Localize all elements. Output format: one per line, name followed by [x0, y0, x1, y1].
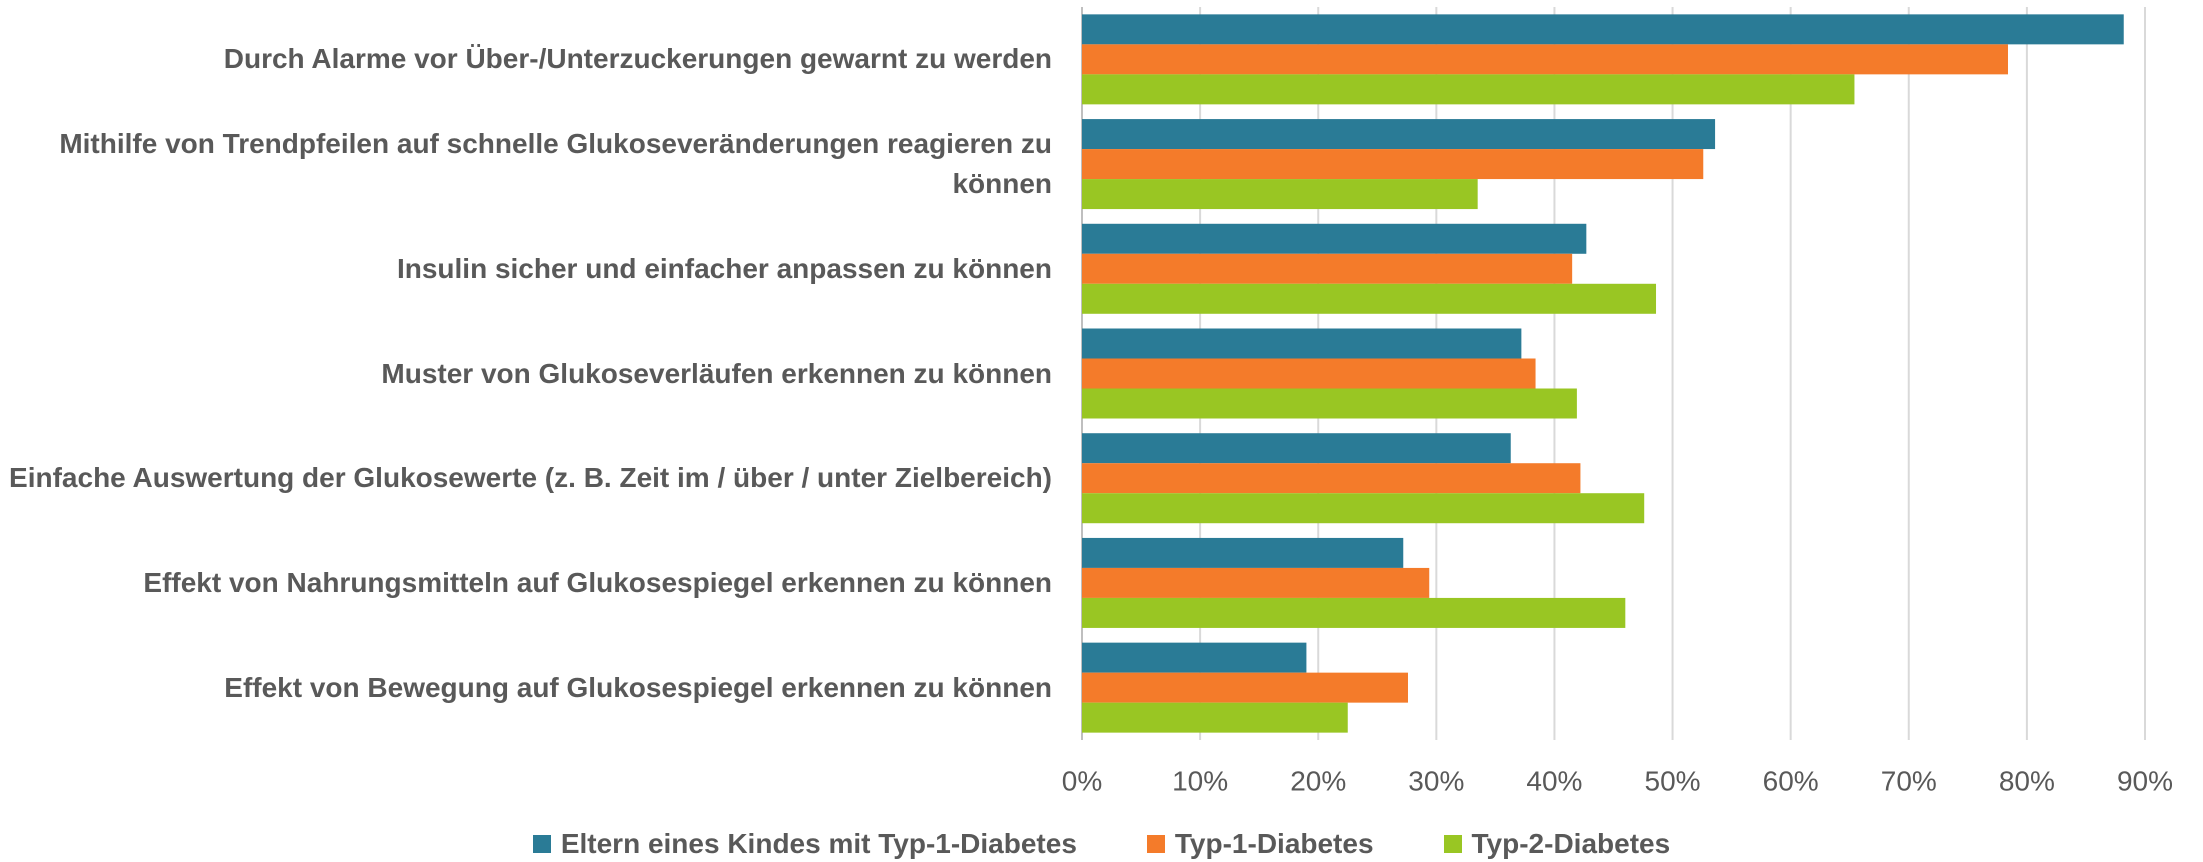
category-label: Effekt von Bewegung auf Glukosespiegel e… — [224, 671, 1052, 703]
legend-label: Eltern eines Kindes mit Typ-1-Diabetes — [560, 828, 1077, 859]
legend-label: Typ-2-Diabetes — [1471, 828, 1671, 859]
bar — [1082, 14, 2124, 45]
x-tick-label: 30% — [1408, 765, 1464, 796]
x-tick-label: 60% — [1763, 765, 1819, 796]
category-label: Einfache Auswertung der Glukosewerte (z.… — [9, 462, 1052, 494]
legend-item: Typ-2-Diabetes — [1443, 828, 1671, 860]
bar — [1082, 223, 1587, 254]
x-tick-label: 70% — [1881, 765, 1937, 796]
x-tick-label: 80% — [1999, 765, 2055, 796]
bar — [1082, 388, 1577, 419]
bar — [1082, 283, 1657, 314]
legend-label: Typ-1-Diabetes — [1174, 828, 1374, 859]
bar — [1082, 463, 1581, 494]
bar — [1082, 672, 1408, 703]
x-tick-label: 50% — [1645, 765, 1701, 796]
x-tick-label: 40% — [1526, 765, 1582, 796]
bar — [1082, 328, 1522, 359]
bar — [1082, 119, 1716, 150]
bar — [1082, 642, 1307, 673]
legend-swatch — [1146, 835, 1165, 853]
bar — [1082, 433, 1511, 464]
category-label: Effekt von Nahrungsmitteln auf Glukosesp… — [143, 566, 1052, 598]
bar — [1082, 702, 1348, 733]
x-tick-label: 90% — [2117, 765, 2173, 796]
bar — [1082, 44, 2008, 75]
legend-swatch — [1443, 835, 1462, 853]
bar — [1082, 253, 1573, 284]
x-tick-label: 0% — [1062, 765, 1102, 796]
bar — [1082, 493, 1645, 524]
bar — [1082, 537, 1404, 568]
bar — [1082, 567, 1430, 598]
category-label: Muster von Glukoseverläufen erkennen zu … — [381, 357, 1052, 389]
x-tick-label: 10% — [1172, 765, 1228, 796]
legend-swatch — [532, 835, 551, 853]
category-label: Durch Alarme vor Über-/Unterzuckerungen … — [223, 43, 1052, 75]
bar — [1082, 179, 1478, 210]
bar — [1082, 597, 1626, 628]
bar — [1082, 74, 1855, 105]
bar — [1082, 149, 1704, 180]
legend: Eltern eines Kindes mit Typ-1-Diabetes Ty… — [0, 828, 2203, 860]
legend-item: Eltern eines Kindes mit Typ-1-Diabetes — [532, 828, 1077, 860]
bar — [1082, 358, 1536, 389]
x-tick-label: 20% — [1290, 765, 1346, 796]
category-label: Mithilfe von Trendpfeilen auf schnelle G… — [59, 128, 1052, 200]
legend-item: Typ-1-Diabetes — [1146, 828, 1374, 860]
category-label: Insulin sicher und einfacher anpassen zu… — [396, 252, 1052, 284]
